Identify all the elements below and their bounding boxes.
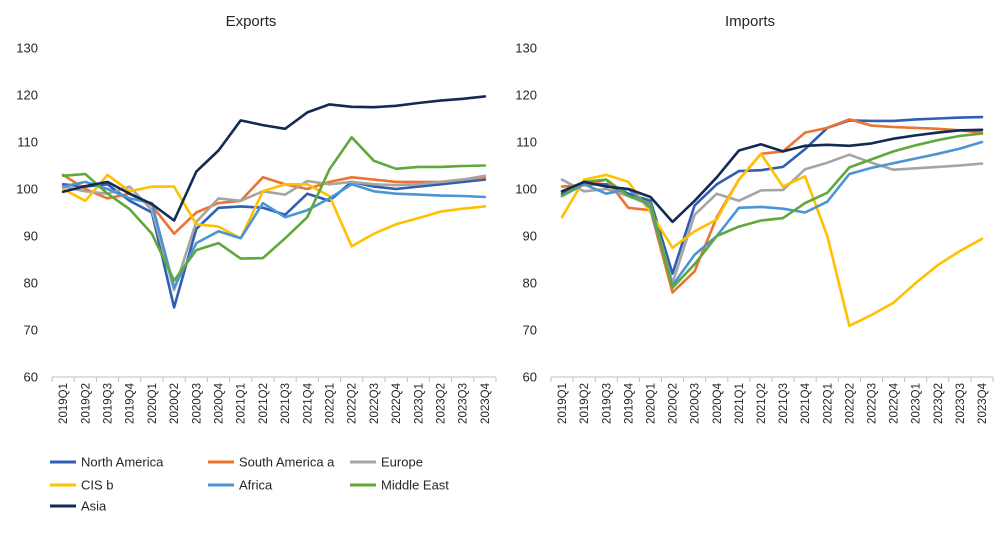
- legend-label-asia: Asia: [81, 499, 107, 514]
- imports-xtick-2019q1: 2019Q1: [557, 383, 569, 424]
- exports-xtick-2019q4: 2019Q4: [125, 382, 137, 424]
- legend-label-africa: Africa: [239, 478, 273, 493]
- exports-xtick-2020q2: 2020Q2: [169, 383, 181, 424]
- exports-chart: Exports 60 70 80 90 100 110 120 130 2019Q1 2019Q2…: [16, 13, 497, 424]
- legend-label-south-america-a: South America a: [239, 455, 335, 470]
- imports-ytick-90: 90: [523, 229, 537, 244]
- imports-xtick-2020q4: 2020Q4: [712, 382, 724, 424]
- exports-xtick-2022q1: 2022Q1: [325, 383, 337, 424]
- legend-label-cis-b: CIS b: [81, 478, 114, 493]
- exports-xtick-2020q4: 2020Q4: [214, 382, 226, 424]
- exports-xtick-2021q3: 2021Q3: [280, 383, 292, 424]
- imports-xtick-2022q1: 2022Q1: [822, 383, 834, 424]
- exports-xtick-2023q3: 2023Q3: [458, 383, 470, 424]
- imports-xtick-2023q2: 2023Q2: [933, 383, 945, 424]
- imports-xtick-2022q4: 2022Q4: [889, 382, 901, 424]
- imports-xtick-2021q1: 2021Q1: [734, 383, 746, 424]
- exports-xtick-2023q2: 2023Q2: [436, 383, 448, 424]
- imports-xtick-2022q2: 2022Q2: [844, 383, 856, 424]
- exports-ytick-130: 130: [16, 41, 38, 56]
- imports-xtick-2021q2: 2021Q2: [756, 383, 768, 424]
- imports-xtick-2023q3: 2023Q3: [955, 383, 967, 424]
- imports-ytick-120: 120: [515, 88, 537, 103]
- imports-ytick-100: 100: [515, 182, 537, 197]
- imports-xtick-2019q2: 2019Q2: [579, 383, 591, 424]
- legend-label-europe: Europe: [381, 455, 423, 470]
- exports-xtick-2022q3: 2022Q3: [369, 383, 381, 424]
- exports-xtick-2021q2: 2021Q2: [258, 383, 270, 424]
- imports-xtick-2023q4: 2023Q4: [977, 382, 989, 424]
- exports-ytick-60: 60: [24, 370, 38, 385]
- exports-ytick-110: 110: [17, 135, 38, 150]
- imports-xtick-2022q3: 2022Q3: [866, 383, 878, 424]
- exports-ytick-90: 90: [24, 229, 38, 244]
- imports-xtick-2021q3: 2021Q3: [778, 383, 790, 424]
- exports-line-cis-b: [61, 173, 487, 248]
- imports-xtick-2020q2: 2020Q2: [668, 383, 680, 424]
- imports-xtick-2019q4: 2019Q4: [623, 382, 635, 424]
- imports-xtick-2020q3: 2020Q3: [690, 383, 702, 424]
- exports-ytick-100: 100: [16, 182, 38, 197]
- exports-line-middle-east: [61, 136, 487, 282]
- exports-title: Exports: [226, 13, 277, 30]
- imports-xtick-2023q1: 2023Q1: [911, 383, 923, 424]
- exports-xtick-2019q1: 2019Q1: [58, 383, 70, 424]
- exports-ytick-120: 120: [16, 88, 38, 103]
- exports-ytick-80: 80: [24, 276, 38, 291]
- exports-xtick-2023q4: 2023Q4: [480, 382, 492, 424]
- imports-ytick-80: 80: [523, 276, 537, 291]
- exports-ytick-70: 70: [24, 323, 38, 338]
- imports-ytick-70: 70: [523, 323, 537, 338]
- imports-line-asia: [560, 128, 984, 224]
- imports-xtick-2020q1: 2020Q1: [645, 383, 657, 424]
- exports-line-asia: [61, 95, 487, 222]
- imports-line-middle-east: [560, 132, 984, 290]
- imports-xtick-2019q3: 2019Q3: [601, 383, 613, 424]
- exports-xtick-2020q3: 2020Q3: [191, 383, 203, 424]
- imports-ytick-110: 110: [516, 135, 537, 150]
- imports-xtick-2021q4: 2021Q4: [800, 382, 812, 424]
- exports-xtick-2019q2: 2019Q2: [80, 383, 92, 424]
- imports-title: Imports: [725, 13, 775, 30]
- exports-xtick-2022q2: 2022Q2: [347, 383, 359, 424]
- imports-chart: Imports 60 70 80 90 100 110 120 130 2019Q1 2019Q2…: [515, 13, 994, 424]
- exports-line-africa: [61, 180, 487, 290]
- legend-label-middle-east: Middle East: [381, 478, 449, 493]
- exports-xtick-2021q1: 2021Q1: [236, 383, 248, 424]
- exports-xtick-2020q1: 2020Q1: [147, 383, 159, 424]
- imports-line-cis-b: [560, 152, 984, 328]
- legend-label-north-america: North America: [81, 455, 164, 470]
- exports-xtick-2022q4: 2022Q4: [391, 382, 403, 424]
- exports-xtick-2021q4: 2021Q4: [302, 382, 314, 424]
- exports-xtick-2019q3: 2019Q3: [103, 383, 115, 424]
- exports-line-north-america: [61, 178, 487, 309]
- legend: North America South America a Europe CIS b A…: [50, 455, 449, 514]
- exports-xtick-2023q1: 2023Q1: [413, 383, 425, 424]
- imports-line-south-america-a: [560, 118, 984, 294]
- imports-ytick-130: 130: [515, 41, 537, 56]
- imports-ytick-60: 60: [523, 370, 537, 385]
- imports-line-africa: [560, 140, 984, 287]
